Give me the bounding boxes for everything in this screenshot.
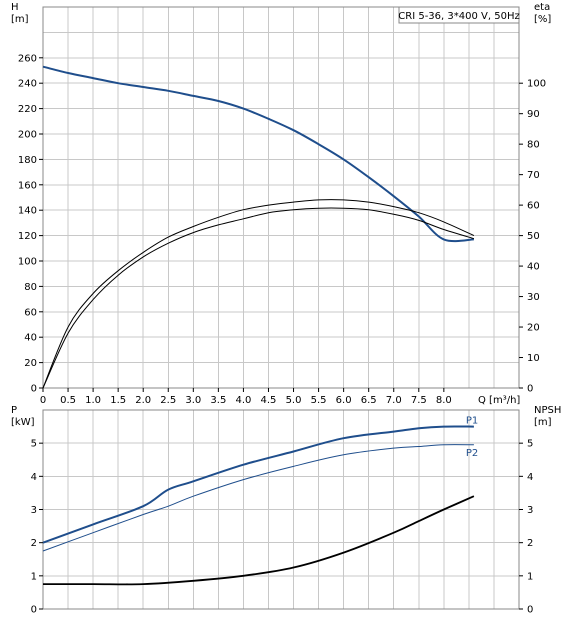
left-tick-label: 160 (18, 180, 37, 191)
left-tick-label: 200 (18, 130, 37, 141)
series-label: P2 (466, 448, 478, 459)
right-tick-label: 10 (527, 353, 540, 364)
right-tick-label: 20 (527, 323, 540, 334)
left-tick-label: 180 (18, 155, 37, 166)
right-tick-label: 70 (527, 170, 540, 181)
x-tick-label: 6.5 (361, 395, 377, 406)
left-tick-label: 0 (31, 384, 37, 395)
left-tick-label: 120 (18, 231, 37, 242)
right-tick-label: 4 (527, 472, 533, 483)
left-tick-label: 3 (31, 505, 37, 516)
x-tick-label: 2.5 (160, 395, 176, 406)
x-tick-label: 0 (40, 395, 46, 406)
left-tick-label: 140 (18, 206, 37, 217)
left-tick-label: 4 (31, 472, 37, 483)
right-tick-label: 3 (527, 505, 533, 516)
right-axis-unit: [%] (534, 14, 551, 25)
right-tick-label: 50 (527, 231, 540, 242)
x-tick-label: 0.5 (60, 395, 76, 406)
plot-frame (42, 6, 520, 389)
left-axis-label: P (11, 405, 17, 416)
left-tick-label: 80 (24, 282, 37, 293)
x-tick-label: 1.5 (110, 395, 126, 406)
series-line-0 (42, 65, 474, 243)
title-box-text: CRI 5-36, 3*400 V, 50Hz (398, 11, 519, 22)
right-tick-label: 90 (527, 109, 540, 120)
left-tick-label: 40 (24, 333, 37, 344)
title-box: CRI 5-36, 3*400 V, 50Hz (398, 6, 520, 24)
x-tick-label: 2.0 (135, 395, 151, 406)
left-tick-label: 220 (18, 104, 37, 115)
left-tick-label: 100 (18, 257, 37, 268)
bottom-panel: 0 1 2 3 4 5 0 1 2 3 4 5 P[kW] NPSH[m] P1 P2 (11, 405, 561, 616)
x-tick-label: 5.0 (286, 395, 302, 406)
x-tick-label: 7.0 (386, 395, 402, 406)
x-axis-label: Q [m³/h] (478, 395, 520, 406)
x-tick-label: 3.0 (185, 395, 201, 406)
right-axis-label: NPSH (534, 405, 561, 416)
left-tick-label: 5 (31, 439, 37, 450)
series-line-p2 (42, 444, 474, 552)
x-tick-label: 6.0 (336, 395, 352, 406)
left-tick-label: 1 (31, 571, 37, 582)
series-label: P1 (466, 416, 478, 427)
right-tick-label: 1 (527, 571, 533, 582)
left-tick-label: 0 (31, 605, 37, 616)
right-tick-label: 0 (527, 384, 533, 395)
left-axis-unit: [kW] (11, 417, 35, 428)
x-tick-label: 4.0 (235, 395, 251, 406)
right-axis-label: eta (534, 2, 550, 13)
right-axis-unit: [m] (534, 417, 552, 428)
right-tick-label: 0 (527, 605, 533, 616)
left-axis-unit: [m] (11, 14, 29, 25)
left-tick-label: 260 (18, 53, 37, 64)
x-tick-label: 7.5 (411, 395, 427, 406)
right-tick-label: 2 (527, 538, 533, 549)
x-tick-label: 5.5 (311, 395, 327, 406)
left-axis-label: H (11, 2, 19, 13)
series-line-2 (42, 199, 475, 389)
series-line-2 (43, 495, 475, 586)
series-line-1 (42, 207, 475, 389)
right-tick-label: 5 (527, 439, 533, 450)
x-tick-label: 8.0 (436, 395, 452, 406)
top-panel: 0204060801001201401601802002202402600102… (11, 2, 551, 406)
left-tick-label: 240 (18, 79, 37, 90)
right-tick-label: 60 (527, 201, 540, 212)
right-tick-label: 80 (527, 140, 540, 151)
right-tick-label: 100 (527, 79, 546, 90)
right-tick-label: 30 (527, 292, 540, 303)
left-tick-label: 2 (31, 538, 37, 549)
series-line-p1 (42, 425, 474, 544)
left-tick-label: 20 (24, 358, 37, 369)
left-tick-label: 60 (24, 307, 37, 318)
x-tick-label: 4.5 (261, 395, 277, 406)
right-tick-label: 40 (527, 262, 540, 273)
x-tick-label: 1.0 (85, 395, 101, 406)
x-tick-label: 3.5 (210, 395, 226, 406)
